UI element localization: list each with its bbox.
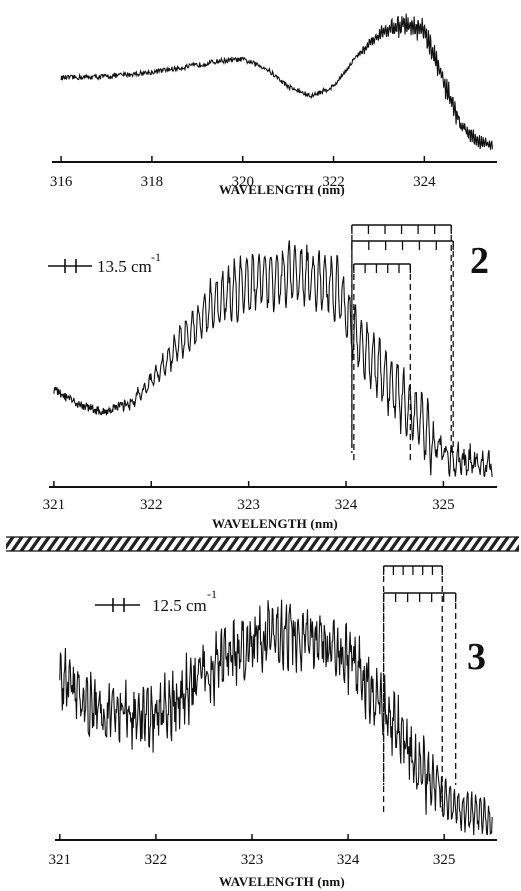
x-tick-label: 325 [433, 852, 456, 868]
scale-bar-text: 13.5 cm [97, 257, 152, 276]
assignment-combs-3 [382, 565, 457, 815]
assignment-combs-2 [351, 224, 454, 460]
x-tick-label: 324 [335, 497, 358, 513]
x-tick-label: 325 [432, 497, 455, 513]
spectrum-trace-3 [59, 599, 493, 836]
spectrum-trace-2 [53, 240, 493, 478]
panel-3: 321 322 323 324 325 WAVELENGTH (nm) 3 12.5 c… [49, 565, 497, 889]
x-tick-label: 322 [145, 852, 168, 868]
x-tick-label: 323 [237, 497, 260, 513]
scale-bar-sup: -1 [151, 250, 161, 264]
scale-bar-sup: -1 [207, 587, 217, 601]
x-tick-label: 316 [50, 174, 73, 190]
x-tick-label: 321 [49, 852, 72, 868]
x-tick-label: 322 [140, 497, 163, 513]
xlabel-top: WAVELENGTH (nm) [219, 182, 345, 197]
x-tick-label: 323 [241, 852, 264, 868]
spectrum-trace-top [60, 13, 494, 150]
xlabel-2: WAVELENGTH (nm) [212, 516, 338, 531]
x-tick-label: 324 [337, 852, 360, 868]
x-tick-label: 320 [231, 174, 254, 190]
panel-number-2: 2 [470, 240, 489, 282]
scale-bar-2: 13.5 cm -1 [48, 250, 161, 276]
x-tick-label: 324 [413, 174, 436, 190]
panel-top: 316 318 320 322 324 WAVELENGTH (nm) [50, 13, 497, 197]
scale-bar-text: 12.5 cm [152, 596, 207, 615]
xlabel-3: WAVELENGTH (nm) [219, 874, 345, 889]
x-tick-label: 322 [322, 174, 345, 190]
scale-bar-3: 12.5 cm -1 [95, 587, 217, 615]
hatched-divider [6, 537, 519, 551]
x-tick-label: 321 [43, 497, 66, 513]
panel-number-3: 3 [467, 636, 486, 678]
x-tick-label: 318 [141, 174, 164, 190]
panel-2: 321 322 323 324 325 WAVELENGTH (nm) 2 13.5 c… [43, 224, 497, 531]
